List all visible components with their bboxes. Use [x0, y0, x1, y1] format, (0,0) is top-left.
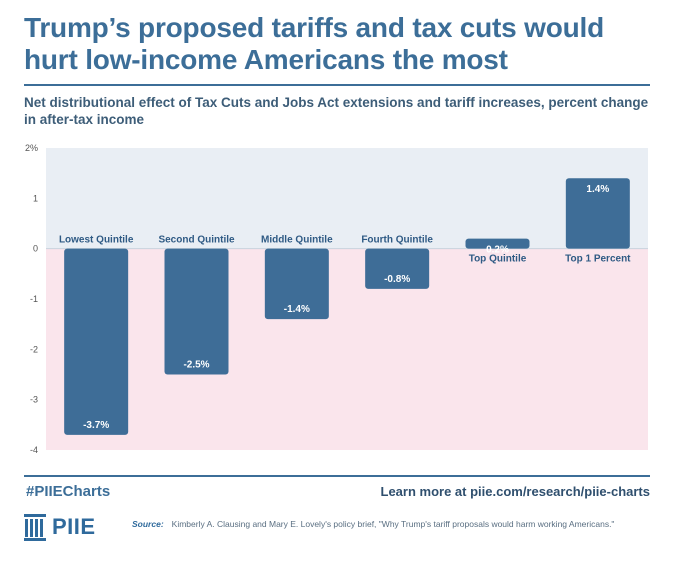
bar: [164, 248, 229, 375]
y-tick-label: 1: [33, 193, 38, 203]
category-label: Fourth Quintile: [361, 235, 433, 246]
source-text: Kimberly A. Clausing and Mary E. Lovely'…: [171, 519, 615, 529]
hashtag-link[interactable]: #PIIECharts: [26, 483, 111, 500]
bar: [64, 248, 129, 435]
negative-region: [46, 248, 648, 450]
y-tick-label: 0: [33, 244, 38, 254]
category-label: Top Quintile: [469, 254, 527, 265]
bar-value-label: -1.4%: [284, 304, 310, 315]
y-tick-label: 2%: [25, 143, 38, 153]
positive-region: [46, 148, 648, 249]
bar-value-label: 0.2%: [486, 245, 509, 256]
source-label: Source:: [132, 519, 164, 529]
piie-logo: PIIE: [24, 512, 96, 542]
footer-divider: [24, 475, 650, 477]
bar: [365, 248, 430, 289]
title-divider: [24, 84, 650, 86]
category-label: Middle Quintile: [261, 235, 333, 246]
logo-text: PIIE: [52, 514, 96, 539]
bar-chart: 2% 1 0 -1 -2 -3 -4 -3.7% Lowest Quintile -2.5% Sec…: [25, 143, 648, 455]
bar: [264, 248, 329, 320]
category-label: Top 1 Percent: [565, 254, 631, 265]
bar-value-label: 1.4%: [586, 184, 609, 195]
category-label: Second Quintile: [158, 235, 235, 246]
learn-more-link[interactable]: Learn more at piie.com/research/piie-cha…: [380, 484, 651, 499]
piie-columns-icon: [24, 514, 46, 541]
y-tick-label: -1: [30, 294, 38, 304]
chart-subtitle: Net distributional effect of Tax Cuts an…: [24, 95, 649, 127]
bar-value-label: -2.5%: [183, 360, 209, 371]
y-tick-label: -3: [30, 395, 38, 405]
y-tick-label: -4: [30, 445, 38, 455]
source-note: Source: Kimberly A. Clausing and Mary E. …: [132, 519, 642, 530]
chart-title: Trump’s proposed tariffs and tax cuts wo…: [24, 12, 604, 75]
bar: [565, 178, 630, 249]
bar-value-label: -3.7%: [83, 420, 109, 431]
category-label: Lowest Quintile: [59, 235, 134, 246]
y-tick-label: -2: [30, 344, 38, 354]
bar-value-label: -0.8%: [384, 274, 410, 285]
bar: [465, 238, 530, 249]
